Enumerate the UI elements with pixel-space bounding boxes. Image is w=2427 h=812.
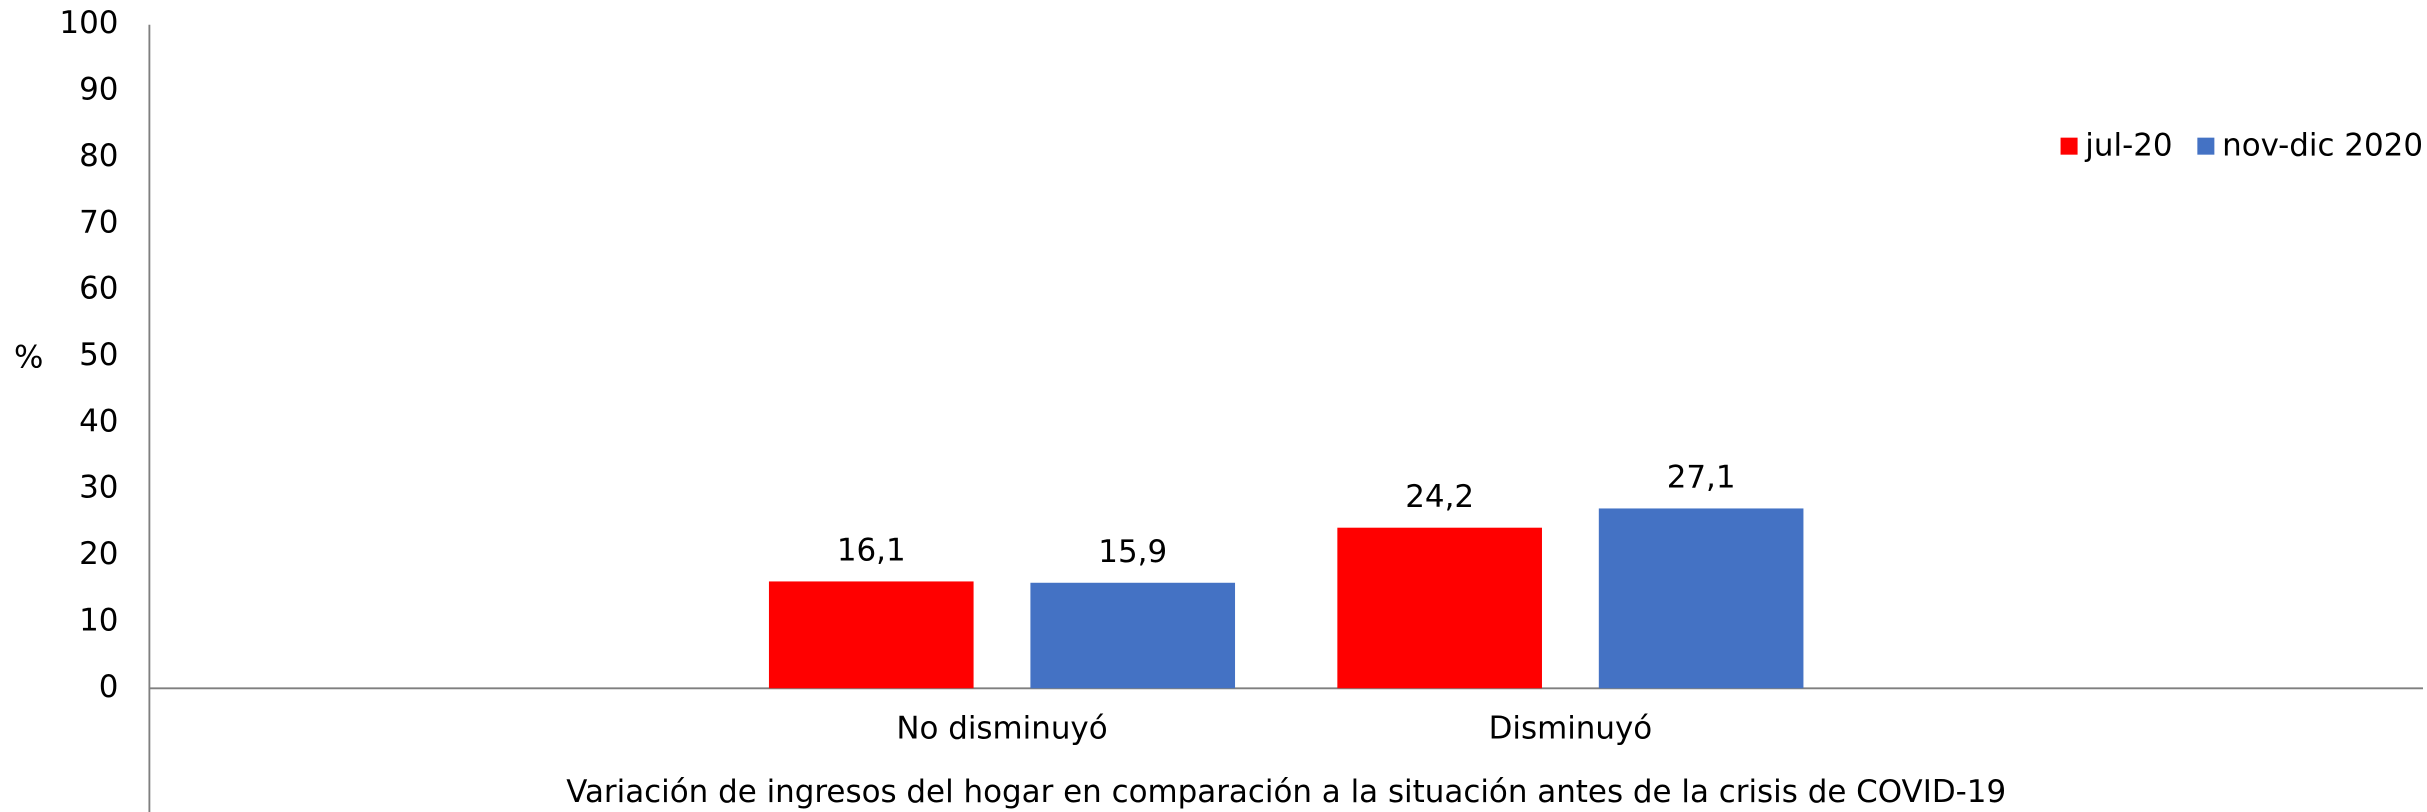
y-tick-label: 60 bbox=[79, 271, 118, 307]
y-tick-label: 0 bbox=[99, 669, 119, 705]
value-label: 16,1 bbox=[837, 533, 906, 569]
y-tick-label: 80 bbox=[79, 138, 118, 174]
value-label: 15,9 bbox=[1098, 534, 1167, 570]
y-axis-label: % bbox=[14, 339, 43, 375]
bar bbox=[768, 581, 974, 689]
x-tick-label: Disminuyó bbox=[1489, 711, 1653, 747]
y-tick-label: 40 bbox=[79, 403, 118, 439]
x-tick-label: No disminuyó bbox=[896, 711, 1107, 747]
y-tick-label: 90 bbox=[79, 72, 118, 108]
legend-swatch bbox=[2197, 137, 2215, 155]
bar bbox=[1598, 508, 1804, 689]
legend-swatch bbox=[2060, 137, 2078, 155]
value-label: 27,1 bbox=[1667, 460, 1736, 496]
value-label: 24,2 bbox=[1405, 479, 1474, 515]
legend-label: jul-20 bbox=[2084, 127, 2172, 163]
y-tick-label: 20 bbox=[79, 536, 118, 572]
legend-label: nov-dic 2020 bbox=[2222, 127, 2423, 163]
y-tick-label: 70 bbox=[79, 204, 118, 240]
x-axis-label: Variación de ingresos del hogar en compa… bbox=[566, 774, 2006, 810]
bar bbox=[1030, 582, 1236, 689]
bar bbox=[1337, 527, 1542, 689]
y-tick-label: 30 bbox=[79, 470, 118, 506]
y-tick-label: 50 bbox=[79, 337, 118, 373]
y-tick-label: 100 bbox=[59, 5, 118, 41]
y-tick-label: 10 bbox=[79, 602, 118, 638]
